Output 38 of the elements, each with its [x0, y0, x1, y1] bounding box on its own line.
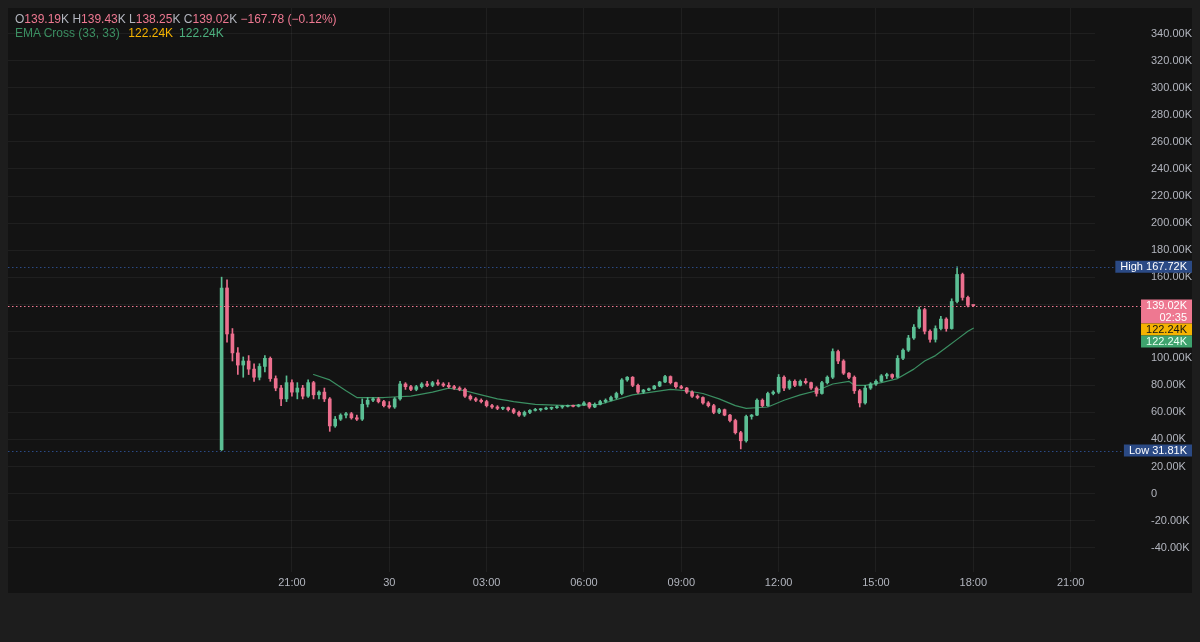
annotation: 122.24K	[128, 26, 174, 41]
y-tick-label: 60.00K	[1151, 405, 1187, 418]
text: EMA Cross (33, 33)	[15, 26, 120, 41]
x-tick-label: 06:00	[570, 575, 598, 588]
ref-line-label: Low 31.81K	[1128, 444, 1188, 457]
y-tick-label: 160.00K	[1151, 270, 1193, 283]
x-tick-label: 18:00	[959, 575, 988, 588]
ref-line-label: 139.02K 02:35	[1146, 299, 1188, 324]
x-tick-label: 03:00	[472, 575, 501, 588]
y-tick-label: 20.00K	[1151, 459, 1187, 472]
y-tick-label: 260.00K	[1151, 134, 1193, 147]
candlestick	[241, 356, 246, 378]
annotation: 122.24K	[179, 26, 224, 41]
y-tick-label: 180.00K	[1151, 243, 1193, 256]
x-tick-label: 21:00	[278, 575, 306, 588]
x-tick-label: 09:00	[667, 575, 696, 588]
candlestick	[295, 382, 300, 400]
x-tick-label: 12:00	[764, 575, 793, 588]
y-tick-label: 40.00K	[1151, 432, 1187, 445]
y-tick-label: 100.00K	[1151, 351, 1193, 364]
y-tick-label: 320.00K	[1151, 53, 1193, 66]
y-tick-label: 220.00K	[1151, 189, 1193, 202]
y-tick-label: 340.00K	[1151, 26, 1193, 39]
x-tick-label: 15:00	[862, 575, 890, 588]
chart-title: O139.19K H139.43K L138.25K C139.02K −167.78 (−0.12%)	[15, 12, 337, 27]
x-tick-label: 21:00	[1056, 575, 1085, 588]
ref-line-label: High 167.72K	[1120, 260, 1188, 273]
y-tick-label: 300.00K	[1151, 80, 1193, 93]
text: 122.24K	[1146, 335, 1188, 348]
y-tick-label: 80.00K	[1151, 378, 1187, 391]
text: 122.24K	[1146, 323, 1188, 336]
y-tick-label: -40.00K	[1151, 540, 1191, 553]
y-tick-label: 240.00K	[1151, 161, 1193, 174]
y-tick-label: -20.00K	[1151, 513, 1191, 526]
y-tick-label: 280.00K	[1151, 107, 1193, 120]
x-tick-label: 30	[383, 575, 396, 588]
y-tick-label: 200.00K	[1151, 216, 1193, 229]
y-tick-label: 0	[1151, 486, 1158, 499]
